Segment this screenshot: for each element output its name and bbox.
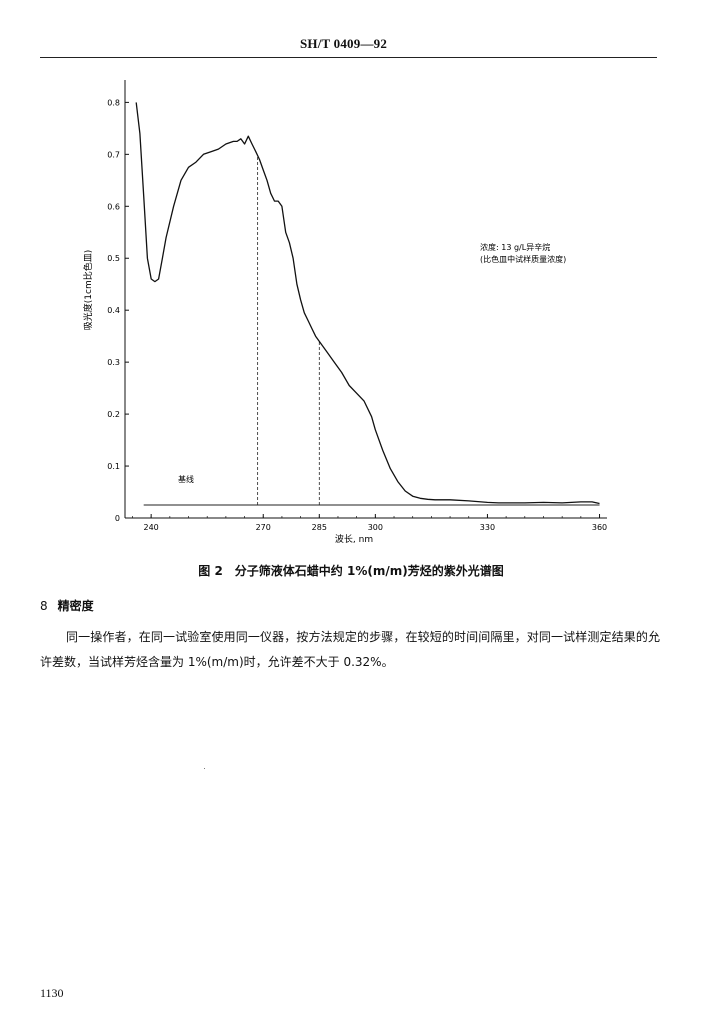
- scan-speck: [204, 768, 205, 769]
- y-tick-label: 0.8: [107, 98, 120, 107]
- y-tick-label: 0.5: [107, 254, 120, 263]
- x-tick-label: 270: [256, 523, 271, 532]
- chart-plot-area: [135, 102, 600, 506]
- chart-axes: [124, 80, 607, 519]
- y-tick-label: 0.7: [107, 150, 120, 159]
- uv-spectrum-chart: 0 0.1 0.2 0.3 0.4 0.5 0.6 0.7 0.8 240 270 285 300 330…: [82, 80, 607, 545]
- y-tick-label: 0.3: [107, 358, 120, 367]
- baseline-label: 基线: [178, 474, 194, 484]
- section-number: 8: [40, 599, 48, 613]
- concentration-note-line1: 浓度: 13 g/L异辛烷: [480, 242, 550, 252]
- precision-paragraph: 同一操作者，在同一试验室使用同一仪器，按方法规定的步骤，在较短的时间间隔里，对同…: [40, 630, 660, 669]
- chart-ticks: 0 0.1 0.2 0.3 0.4 0.5 0.6 0.7 0.8 240 270 285 300 330…: [107, 98, 607, 532]
- page-number: 1130: [40, 986, 64, 1000]
- y-axis-label: 吸光度(1cm比色皿): [82, 250, 94, 330]
- absorbance-series-line: [135, 102, 600, 505]
- concentration-note-line2: (比色皿中试样质量浓度): [480, 254, 566, 264]
- x-tick-label: 300: [368, 523, 383, 532]
- standard-code-header: SH/T 0409—92: [300, 36, 388, 51]
- y-tick-label: 0.4: [107, 306, 120, 315]
- x-tick-label: 285: [312, 523, 327, 532]
- x-tick-label: 330: [480, 523, 495, 532]
- x-tick-label: 360: [592, 523, 607, 532]
- x-axis-label: 波长, nm: [335, 533, 373, 545]
- header-rule: [40, 57, 657, 58]
- x-tick-label: 240: [144, 523, 159, 532]
- y-tick-label: 0.6: [107, 202, 120, 211]
- y-tick-label: 0: [115, 514, 120, 523]
- y-tick-label: 0.1: [107, 462, 120, 471]
- y-tick-label: 0.2: [107, 410, 120, 419]
- section-title: 精密度: [57, 599, 94, 613]
- section-heading: 8 精密度: [40, 597, 94, 614]
- figure-caption: 图 2 分子筛液体石蜡中约 1%(m/m)芳烃的紫外光谱图: [198, 564, 504, 578]
